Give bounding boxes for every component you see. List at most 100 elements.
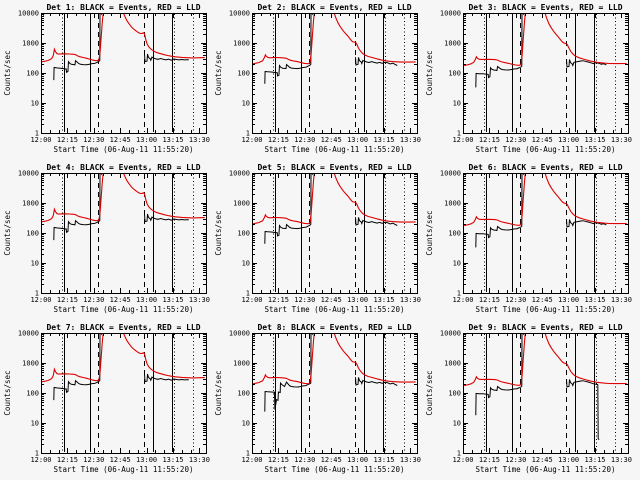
x-tick-label: 13:30 xyxy=(189,456,210,464)
y-tick-label: 10000 xyxy=(440,170,461,178)
y-tick-label: 10 xyxy=(31,100,39,108)
y-tick-label: 100 xyxy=(26,230,39,238)
y-tick-label: 100 xyxy=(26,390,39,398)
events-series xyxy=(264,174,313,244)
plot-det4: Det 4: BLACK = Events, RED = LLD 12:00 12:… xyxy=(3,163,210,314)
events-series xyxy=(53,174,102,241)
x-axis-label: Start Time (06-Aug-11 11:55:20) xyxy=(54,145,194,154)
y-tick-label: 1 xyxy=(246,450,250,458)
x-tick-label: 12:30 xyxy=(505,296,526,304)
x-tick-label: 13:00 xyxy=(558,296,579,304)
x-tick-label: 12:00 xyxy=(452,136,473,144)
x-axis-label: Start Time (06-Aug-11 11:55:20) xyxy=(265,305,405,314)
y-tick-label: 1 xyxy=(457,450,461,458)
y-tick-label: 10000 xyxy=(229,170,250,178)
axis-ticks xyxy=(41,333,206,454)
lld-series xyxy=(42,14,205,63)
events-series xyxy=(566,379,600,440)
events-series xyxy=(475,14,524,88)
x-axis-label: Start Time (06-Aug-11 11:55:20) xyxy=(54,465,194,474)
y-tick-label: 1 xyxy=(35,130,39,138)
axis-ticks xyxy=(41,13,206,134)
events-series xyxy=(355,57,398,66)
x-tick-label: 12:45 xyxy=(110,136,131,144)
x-tick-label: 12:45 xyxy=(321,296,342,304)
plot-title: Det 9: BLACK = Events, RED = LLD xyxy=(468,323,622,332)
x-axis-label: Start Time (06-Aug-11 11:55:20) xyxy=(265,145,405,154)
x-tick-label: 12:45 xyxy=(532,456,553,464)
y-tick-label: 10 xyxy=(242,100,250,108)
y-tick-label: 1000 xyxy=(22,360,39,368)
x-tick-label: 13:15 xyxy=(162,296,183,304)
axis-ticks xyxy=(41,173,206,294)
y-axis-label: Counts/sec xyxy=(3,210,12,255)
lld-series xyxy=(253,14,416,65)
x-tick-label: 13:15 xyxy=(584,296,605,304)
x-tick-label: 12:15 xyxy=(268,296,289,304)
lld-series xyxy=(42,174,205,223)
lld-series xyxy=(464,334,627,387)
x-tick-label: 13:15 xyxy=(584,456,605,464)
events-series xyxy=(355,217,398,226)
y-tick-label: 10 xyxy=(453,260,461,268)
x-tick-label: 12:45 xyxy=(110,296,131,304)
plot-det1: Det 1: BLACK = Events, RED = LLD 12:00 12:… xyxy=(3,3,210,154)
x-tick-label: 12:30 xyxy=(294,296,315,304)
y-tick-label: 10000 xyxy=(18,10,39,18)
x-axis-label: Start Time (06-Aug-11 11:55:20) xyxy=(265,465,405,474)
x-tick-label: 12:30 xyxy=(83,136,104,144)
y-tick-label: 1 xyxy=(457,290,461,298)
x-tick-label: 13:30 xyxy=(400,136,421,144)
x-tick-label: 12:00 xyxy=(30,136,51,144)
y-tick-label: 1000 xyxy=(444,200,461,208)
y-tick-label: 10000 xyxy=(229,10,250,18)
axis-ticks xyxy=(463,173,628,294)
x-tick-label: 12:00 xyxy=(241,136,262,144)
y-axis-label: Counts/sec xyxy=(214,210,223,255)
events-series xyxy=(475,174,524,248)
x-tick-label: 13:15 xyxy=(162,136,183,144)
y-axis-label: Counts/sec xyxy=(425,50,434,95)
y-tick-label: 1 xyxy=(35,450,39,458)
y-tick-label: 1000 xyxy=(233,40,250,48)
x-tick-label: 13:00 xyxy=(136,296,157,304)
plot-det9: Det 9: BLACK = Events, RED = LLD 12:00 12:… xyxy=(425,323,632,474)
y-tick-label: 1000 xyxy=(444,40,461,48)
x-tick-label: 13:00 xyxy=(347,296,368,304)
plot-det7: Det 7: BLACK = Events, RED = LLD 12:00 12:… xyxy=(3,323,210,474)
x-axis-label: Start Time (06-Aug-11 11:55:20) xyxy=(476,305,616,314)
events-series xyxy=(566,219,607,228)
y-tick-label: 1 xyxy=(35,290,39,298)
y-tick-label: 100 xyxy=(26,70,39,78)
y-tick-label: 10000 xyxy=(440,330,461,338)
y-tick-label: 1000 xyxy=(444,360,461,368)
x-tick-label: 13:00 xyxy=(558,456,579,464)
x-tick-label: 12:15 xyxy=(57,456,78,464)
x-axis-label: Start Time (06-Aug-11 11:55:20) xyxy=(476,465,616,474)
y-tick-label: 100 xyxy=(237,70,250,78)
events-series xyxy=(264,334,313,412)
x-tick-label: 13:15 xyxy=(373,136,394,144)
x-tick-label: 13:15 xyxy=(373,296,394,304)
x-tick-label: 13:00 xyxy=(347,456,368,464)
events-series xyxy=(144,213,189,223)
y-tick-label: 100 xyxy=(448,70,461,78)
x-tick-label: 12:45 xyxy=(321,456,342,464)
plot-title: Det 7: BLACK = Events, RED = LLD xyxy=(46,323,200,332)
lld-series xyxy=(42,334,205,383)
lld-series xyxy=(253,334,416,385)
y-axis-label: Counts/sec xyxy=(214,50,223,95)
x-tick-label: 13:30 xyxy=(400,296,421,304)
events-series xyxy=(264,14,313,84)
events-series xyxy=(475,334,524,416)
plot-title: Det 3: BLACK = Events, RED = LLD xyxy=(468,3,622,12)
y-tick-label: 10000 xyxy=(440,10,461,18)
y-tick-label: 1000 xyxy=(22,200,39,208)
plot-title: Det 1: BLACK = Events, RED = LLD xyxy=(46,3,200,12)
x-tick-label: 12:15 xyxy=(479,456,500,464)
plot-det6: Det 6: BLACK = Events, RED = LLD 12:00 12:… xyxy=(425,163,632,314)
plot-title: Det 8: BLACK = Events, RED = LLD xyxy=(257,323,411,332)
y-axis-label: Counts/sec xyxy=(425,210,434,255)
